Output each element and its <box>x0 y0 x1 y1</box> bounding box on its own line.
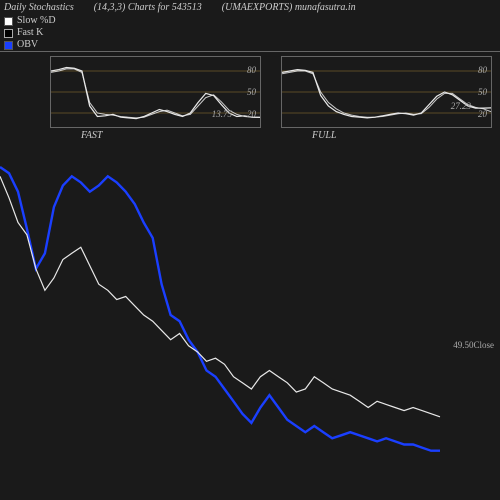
params-text: (14,3,3) Charts for 543513 <box>94 2 202 13</box>
inset-fast: 80 50 20 13.75 FAST <box>50 56 261 128</box>
inset-full: 80 50 20 27.23 FULL <box>281 56 492 128</box>
legend-label: Slow %D <box>17 15 56 27</box>
tick-label: 80 <box>247 65 256 75</box>
legend-item-fast-k: Fast K <box>4 27 496 39</box>
value-label: 13.75 <box>212 109 232 119</box>
tick-label: 80 <box>478 65 487 75</box>
legend-item-slow-d: Slow %D <box>4 15 496 27</box>
legend: Slow %D Fast K OBV <box>0 15 500 52</box>
close-label: 49.50Close <box>453 340 494 350</box>
legend-swatch <box>4 41 13 50</box>
title-text: Daily Stochastics <box>4 2 74 13</box>
value-label: 27.23 <box>451 101 471 111</box>
symbol-text: (UMAEXPORTS) munafasutra.in <box>222 2 356 13</box>
legend-item-obv: OBV <box>4 39 496 51</box>
chart-header: Daily Stochastics (14,3,3) Charts for 54… <box>0 0 500 15</box>
legend-swatch <box>4 29 13 38</box>
tick-label: 20 <box>247 109 256 119</box>
inset-row: 80 50 20 13.75 FAST 80 50 20 27.23 FULL <box>50 56 492 128</box>
legend-label: Fast K <box>17 27 43 39</box>
main-chart: 49.50Close <box>0 130 500 500</box>
legend-label: OBV <box>17 39 38 51</box>
tick-label: 50 <box>247 87 256 97</box>
legend-swatch <box>4 17 13 26</box>
tick-label: 20 <box>478 109 487 119</box>
tick-label: 50 <box>478 87 487 97</box>
